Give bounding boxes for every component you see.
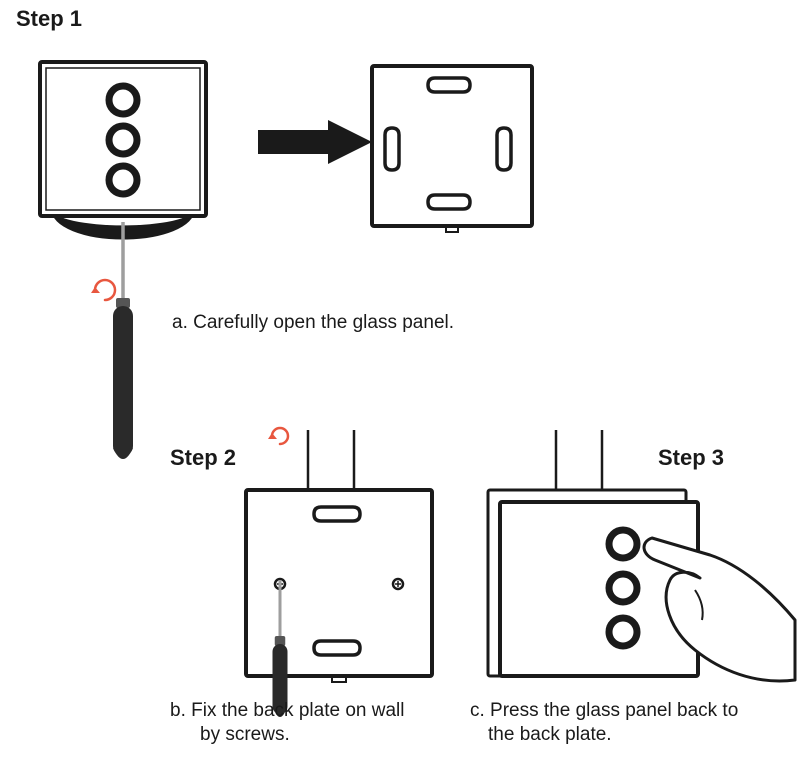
- step2-title: Step 2: [170, 445, 236, 471]
- step3-title: Step 3: [658, 445, 724, 471]
- step1-caption: a. Carefully open the glass panel.: [172, 312, 454, 334]
- step3-caption-line1: c. Press the glass panel back to: [470, 700, 738, 722]
- step2-caption-line2: by screws.: [200, 724, 290, 746]
- instruction-diagram: [0, 0, 809, 766]
- step1-title: Step 1: [16, 6, 82, 32]
- step3-caption-line2: the back plate.: [488, 724, 612, 746]
- step2-caption-line1: b. Fix the back plate on wall: [170, 700, 404, 722]
